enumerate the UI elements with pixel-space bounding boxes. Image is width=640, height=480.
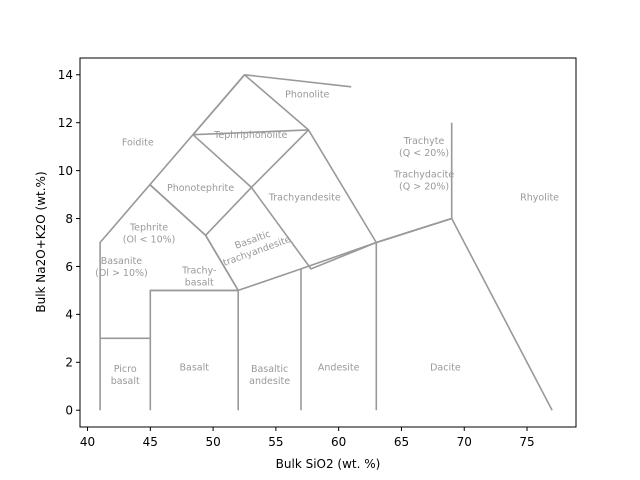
x-axis-ticks: 40 45 50 55 60 65 70 75 (80, 427, 535, 449)
x-tick-label: 40 (80, 435, 95, 449)
field-label-basanite: Basanite (Ol > 10%) (95, 256, 148, 279)
boundary-line-1 (99, 74, 352, 411)
field-label-phonolite: Phonolite (285, 89, 329, 100)
boundary-line-2 (149, 289, 239, 411)
field-label-picro: Picro basalt (111, 364, 140, 387)
x-tick-label: 50 (205, 435, 220, 449)
x-tick-label: 55 (268, 435, 283, 449)
boundary-line-8 (192, 129, 309, 136)
field-labels: Foidite Phonolite Tephriphonolite Trachyte(… (95, 89, 559, 386)
y-tick-label: 10 (58, 164, 73, 178)
boundary-line-5 (192, 122, 453, 270)
y-tick-label: 2 (65, 356, 73, 370)
y-tick-label: 6 (65, 260, 73, 274)
y-axis-ticks: 0 2 4 6 8 10 12 14 (58, 68, 80, 418)
y-tick-label: 14 (58, 68, 73, 82)
field-label-trachyte: Trachyte (Q < 20%) (399, 136, 449, 159)
x-tick-label: 60 (331, 435, 346, 449)
x-axis-label: Bulk SiO2 (wt. %) (276, 457, 381, 471)
field-label-basaltic: Basaltic andesite (249, 364, 290, 387)
field-label-basalt: Basalt (180, 363, 210, 374)
field-label-foidite: Foidite (122, 137, 154, 148)
y-tick-label: 8 (65, 212, 73, 226)
field-label-andesite: Andesite (318, 363, 360, 374)
y-tick-label: 0 (65, 404, 73, 418)
field-label-trachy: Trachy-basalt (181, 266, 216, 289)
field-label-tephrite: Tephrite (Ol < 10%) (123, 222, 176, 245)
boundary-line-12 (204, 234, 239, 291)
x-tick-label: 70 (457, 435, 472, 449)
y-tick-label: 4 (65, 308, 73, 322)
boundary-line-13 (192, 74, 246, 136)
field-label-basaltic: Basaltictrachyandesite (217, 223, 292, 269)
x-tick-label: 65 (394, 435, 409, 449)
y-tick-label: 12 (58, 116, 73, 130)
x-tick-label: 75 (519, 435, 534, 449)
field-label-phonotephrite: Phonotephrite (167, 183, 234, 194)
field-label-trachyandesite: Trachyandesite (268, 193, 341, 204)
field-label-trachydacite: Trachydacite (Q > 20%) (393, 170, 454, 193)
y-axis-label: Bulk Na2O+K2O (wt.%) (34, 171, 48, 312)
plot-frame (79, 57, 577, 428)
field-label-rhyolite: Rhyolite (520, 193, 559, 204)
x-tick-label: 45 (143, 435, 158, 449)
boundary-line-7 (243, 74, 310, 131)
field-label-tephriphonolite: Tephriphonolite (213, 130, 287, 141)
field-boundaries (99, 74, 553, 411)
field-label-dacite: Dacite (430, 363, 461, 374)
